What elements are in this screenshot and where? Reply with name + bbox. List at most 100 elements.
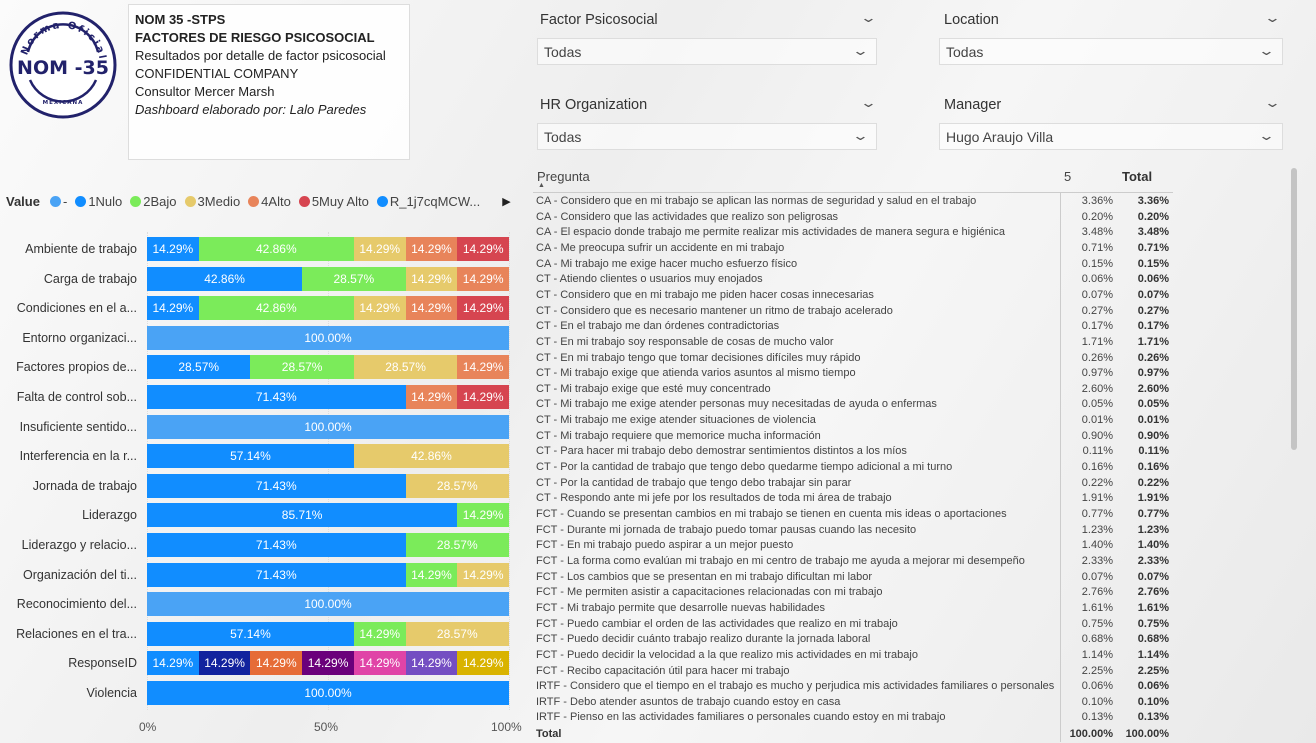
table-row[interactable]: FCT - La forma como evalúan mi trabajo e… xyxy=(533,554,1173,570)
bar-segment[interactable]: 85.71% xyxy=(147,503,458,528)
legend-item[interactable]: 2Bajo xyxy=(130,194,177,209)
bar-segment[interactable]: 14.29% xyxy=(302,651,354,676)
bar-segment[interactable]: 71.43% xyxy=(147,562,406,587)
bar-segment[interactable]: 14.29% xyxy=(147,651,199,676)
bar-segment[interactable]: 14.29% xyxy=(147,237,199,261)
bar-segment[interactable]: 14.29% xyxy=(457,237,510,261)
table-row[interactable]: CT - Considero que es necesario mantener… xyxy=(533,304,1173,320)
legend-next-arrow[interactable]: ▶ xyxy=(502,196,511,208)
bar-segment[interactable]: 14.29% xyxy=(250,651,303,676)
bar-segment[interactable]: 14.29% xyxy=(457,503,509,528)
table-row[interactable]: FCT - Cuando se presentan cambios en mi … xyxy=(533,507,1173,523)
bar-segment[interactable]: 14.29% xyxy=(405,385,458,409)
table-row[interactable]: CT - Mi trabajo requiere que memorice mu… xyxy=(533,429,1173,445)
table-row[interactable]: CT - Por la cantidad de trabajo que teng… xyxy=(533,460,1173,476)
bar-segment[interactable]: 14.29% xyxy=(353,651,406,676)
bar-segment[interactable]: 14.29% xyxy=(198,651,251,676)
bar-segment[interactable]: 100.00% xyxy=(147,681,509,705)
bar-segment[interactable]: 14.29% xyxy=(457,296,510,321)
table-row[interactable]: FCT - Los cambios que se presentan en mi… xyxy=(533,570,1173,586)
bar-segment[interactable]: 14.29% xyxy=(457,355,509,380)
bar-segment[interactable]: 57.14% xyxy=(147,621,354,646)
table-total-row[interactable]: Total 100.00% 100.00% xyxy=(533,727,1173,743)
bar-segment[interactable]: 100.00% xyxy=(147,592,509,617)
table-row[interactable]: FCT - Puedo cambiar el orden de las acti… xyxy=(533,617,1173,633)
table-row[interactable]: FCT - Me permiten asistir a capacitacion… xyxy=(533,585,1173,601)
chevron-down-icon[interactable]: ⌄ xyxy=(1263,11,1282,26)
bar-segment[interactable]: 28.57% xyxy=(147,355,251,380)
bar-segment[interactable]: 14.29% xyxy=(457,562,510,587)
table-row[interactable]: CT - Respondo ante mi jefe por los resul… xyxy=(533,491,1173,507)
sort-ascending-icon[interactable]: ▲ xyxy=(538,182,545,189)
chevron-down-icon[interactable]: ⌄ xyxy=(859,11,878,26)
bar-segment[interactable]: 28.57% xyxy=(405,533,509,557)
bar-segment[interactable]: 28.57% xyxy=(250,355,354,380)
legend-item[interactable]: - xyxy=(49,194,67,209)
bar-segment[interactable]: 100.00% xyxy=(147,325,509,350)
slicer-manager-dropdown[interactable]: Hugo Araujo Villa ⌄ xyxy=(939,123,1283,150)
table-row[interactable]: CT - En mi trabajo tengo que tomar decis… xyxy=(533,351,1173,367)
bar-segment[interactable]: 14.29% xyxy=(353,237,406,261)
table-row[interactable]: FCT - Puedo decidir la velocidad a la qu… xyxy=(533,648,1173,664)
table-row[interactable]: CA - Mi trabajo me exige hacer mucho esf… xyxy=(533,257,1173,273)
bar-segment[interactable]: 57.14% xyxy=(147,444,354,469)
bar-segment[interactable]: 71.43% xyxy=(147,533,406,557)
bar-segment[interactable]: 14.29% xyxy=(405,562,458,587)
table-row[interactable]: IRTF - Debo atender asuntos de trabajo c… xyxy=(533,695,1173,711)
table-row[interactable]: FCT - Puedo decidir cuánto trabajo reali… xyxy=(533,632,1173,648)
table-row[interactable]: IRTF - Pienso en las actividades familia… xyxy=(533,710,1173,726)
column-header-total[interactable]: Total xyxy=(1122,169,1153,184)
bar-segment[interactable]: 14.29% xyxy=(457,266,510,291)
slicer-location-dropdown[interactable]: Todas ⌄ xyxy=(939,38,1283,65)
table-row[interactable]: FCT - Mi trabajo permite que desarrolle … xyxy=(533,601,1173,617)
bar-segment[interactable]: 14.29% xyxy=(353,296,406,321)
bar-segment[interactable]: 28.57% xyxy=(405,621,509,646)
bar-segment[interactable]: 42.86% xyxy=(353,444,509,469)
legend-item[interactable]: 1Nulo xyxy=(75,194,122,209)
bar-segment[interactable]: 42.86% xyxy=(147,266,303,291)
bar-segment[interactable]: 28.57% xyxy=(405,473,509,498)
table-row[interactable]: CT - Para hacer mi trabajo debo demostra… xyxy=(533,444,1173,460)
slicer-factor-dropdown[interactable]: Todas ⌄ xyxy=(537,38,877,65)
table-row[interactable]: CT - Mi trabajo exige que atienda varios… xyxy=(533,366,1173,382)
column-header-5[interactable]: 5 xyxy=(1064,169,1072,184)
legend-item[interactable]: 5Muy Alto xyxy=(298,194,369,209)
table-row[interactable]: CT - En mi trabajo soy responsable de co… xyxy=(533,335,1173,351)
bar-segment[interactable]: 42.86% xyxy=(198,237,354,261)
legend-item[interactable]: 3Medio xyxy=(184,194,240,209)
table-row[interactable]: CT - Considero que en mi trabajo me pide… xyxy=(533,288,1173,304)
table-row[interactable]: FCT - En mi trabajo puedo aspirar a un m… xyxy=(533,538,1173,554)
table-row[interactable]: CT - En el trabajo me dan órdenes contra… xyxy=(533,319,1173,335)
bar-segment[interactable]: 14.29% xyxy=(405,266,458,291)
table-row[interactable]: CT - Atiendo clientes o usuarios muy eno… xyxy=(533,272,1173,288)
table-row[interactable]: CT - Mi trabajo exige que esté muy conce… xyxy=(533,382,1173,398)
bar-segment[interactable]: 14.29% xyxy=(147,296,199,321)
table-row[interactable]: FCT - Recibo capacitación útil para hace… xyxy=(533,664,1173,680)
column-header-pregunta[interactable]: Pregunta xyxy=(537,169,590,184)
table-row[interactable]: IRTF - Considero que el tiempo en el tra… xyxy=(533,679,1173,695)
slicer-hr-dropdown[interactable]: Todas ⌄ xyxy=(537,123,877,150)
table-row[interactable]: CA - Me preocupa sufrir un accidente en … xyxy=(533,241,1173,257)
bar-segment[interactable]: 71.43% xyxy=(147,385,406,409)
table-row[interactable]: CA - El espacio donde trabajo me permite… xyxy=(533,225,1173,241)
legend-item[interactable]: 4Alto xyxy=(248,194,291,209)
bar-segment[interactable]: 14.29% xyxy=(457,651,510,676)
table-row[interactable]: CT - Mi trabajo me exige atender persona… xyxy=(533,397,1173,413)
bar-segment[interactable]: 14.29% xyxy=(457,385,510,409)
bar-segment[interactable]: 42.86% xyxy=(198,296,354,321)
bar-segment[interactable]: 14.29% xyxy=(353,621,406,646)
table-row[interactable]: CT - Por la cantidad de trabajo que teng… xyxy=(533,476,1173,492)
table-row[interactable]: CA - Considero que en mi trabajo se apli… xyxy=(533,194,1173,210)
chevron-down-icon[interactable]: ⌄ xyxy=(859,96,878,111)
table-row[interactable]: CA - Considero que las actividades que r… xyxy=(533,210,1173,226)
bar-segment[interactable]: 14.29% xyxy=(405,296,458,321)
chevron-down-icon[interactable]: ⌄ xyxy=(1263,96,1282,111)
table-row[interactable]: FCT - Durante mi jornada de trabajo pued… xyxy=(533,523,1173,539)
table-row[interactable]: CT - Mi trabajo me exige atender situaci… xyxy=(533,413,1173,429)
bar-segment[interactable]: 28.57% xyxy=(353,355,458,380)
legend-item[interactable]: R_1j7cqMCW... xyxy=(376,194,480,209)
bar-segment[interactable]: 14.29% xyxy=(405,651,458,676)
bar-segment[interactable]: 71.43% xyxy=(147,473,406,498)
bar-segment[interactable]: 14.29% xyxy=(405,237,458,261)
bar-segment[interactable]: 28.57% xyxy=(302,266,406,291)
